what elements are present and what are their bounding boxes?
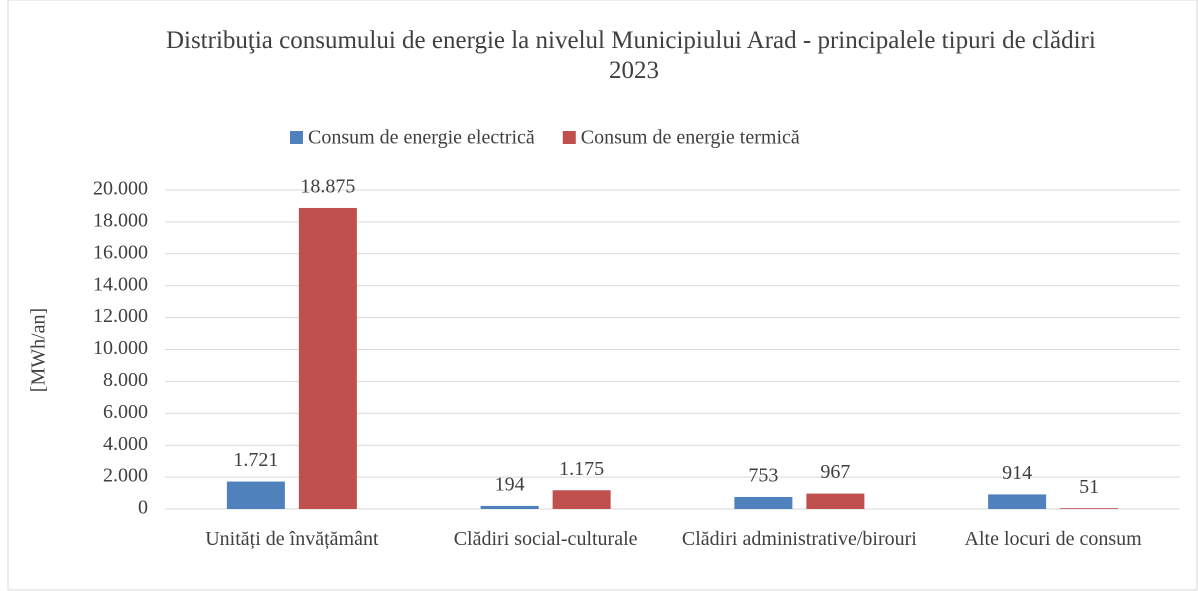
- y-tick-label: 14.000: [93, 273, 148, 295]
- x-tick-label: Clădiri administrative/birouri: [682, 528, 917, 550]
- data-label: 51: [1079, 476, 1099, 498]
- bar: [226, 481, 285, 509]
- y-tick-label: 12.000: [93, 305, 148, 327]
- x-tick-label: Clădiri social-culturale: [454, 528, 638, 550]
- legend-swatch: [290, 131, 303, 144]
- bar: [1060, 508, 1119, 509]
- bar: [988, 494, 1047, 509]
- y-tick-label: 4.000: [103, 433, 148, 455]
- data-label: 914: [1002, 462, 1032, 484]
- y-tick-label: 0: [138, 497, 148, 519]
- chart-title: Distribuţia consumului de energie la niv…: [166, 27, 1102, 84]
- x-tick-label: Alte locuri de consum: [965, 528, 1143, 550]
- y-tick-label: 6.000: [103, 401, 148, 423]
- y-axis-label: [MWh/an]: [28, 308, 50, 392]
- bar: [298, 207, 357, 509]
- data-label: 1.721: [233, 449, 278, 471]
- legend-label: Consum de energie termică: [581, 127, 800, 149]
- bar: [806, 493, 865, 509]
- y-tick-label: 16.000: [93, 241, 148, 263]
- x-tick-label: Unități de învățământ: [205, 528, 379, 550]
- bar: [480, 505, 539, 509]
- bar: [734, 496, 793, 509]
- y-tick-label: 10.000: [93, 337, 148, 359]
- data-label: 967: [820, 461, 850, 483]
- data-label: 1.175: [559, 458, 604, 480]
- data-label: 753: [748, 465, 778, 487]
- legend-label: Consum de energie electrică: [308, 127, 535, 149]
- data-label: 18.875: [300, 176, 355, 198]
- legend-swatch: [562, 131, 576, 144]
- data-label: 194: [495, 473, 525, 495]
- y-tick-label: 20.000: [93, 178, 148, 200]
- bar: [552, 490, 611, 509]
- y-tick-label: 8.000: [103, 369, 148, 391]
- y-tick-label: 18.000: [93, 209, 148, 231]
- y-tick-label: 2.000: [103, 465, 148, 487]
